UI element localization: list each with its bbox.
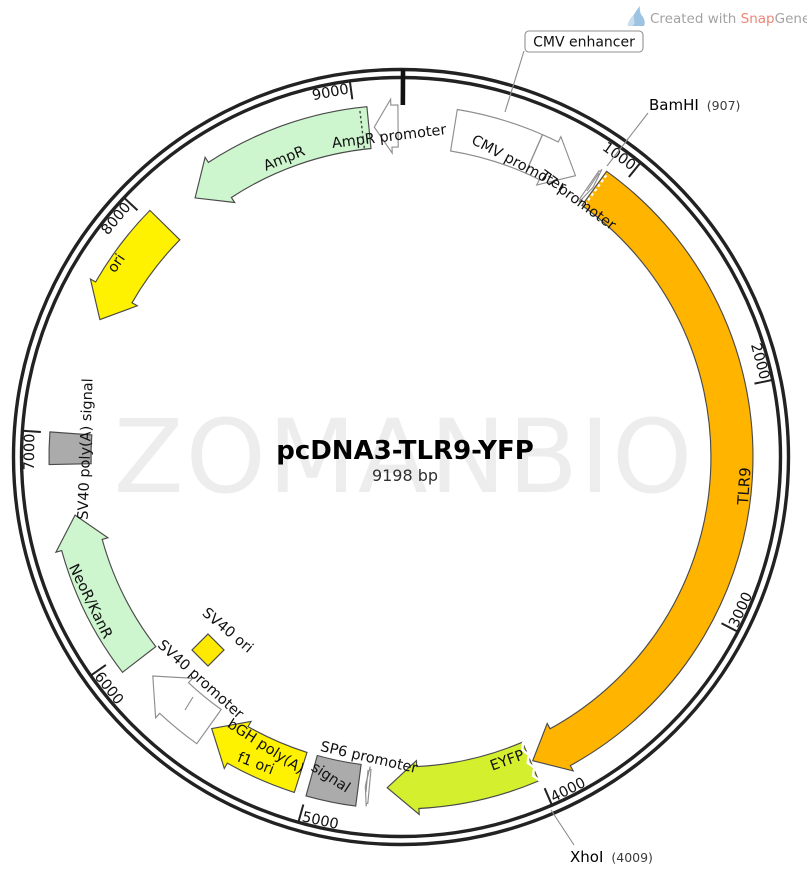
sv40-pa-label: SV40 poly(A) signal	[76, 378, 97, 520]
tick-mark-5000	[297, 804, 305, 823]
xhoi-cut-position: (4009)	[607, 850, 653, 865]
sv40-promoter-arc	[152, 675, 223, 745]
tick-mark-2000	[754, 378, 773, 385]
xhoi-site-label: XhoI (4009)	[570, 848, 653, 866]
tick-mark-4000	[543, 787, 553, 806]
plasmid-title-group: pcDNA3-TLR9-YFP 9198 bp	[276, 436, 534, 485]
bamhi-leader-line	[606, 112, 649, 167]
ori-arc	[89, 209, 181, 321]
plasmid-name: pcDNA3-TLR9-YFP	[276, 436, 534, 466]
credit-brand-rest: Gene	[775, 11, 807, 27]
ampr-promoter-arc	[373, 97, 399, 156]
sv40-pa-arc	[48, 431, 93, 466]
cmv-enhancer-label: CMV enhancer	[533, 34, 635, 50]
eyfp-jagged-edge	[521, 741, 541, 782]
ampr-arc	[194, 106, 372, 204]
tick-label-5000: 5000	[301, 809, 340, 833]
watermark-text: ZOMANBIO	[114, 398, 695, 517]
cmv-enhancer-label-box	[524, 30, 644, 53]
ampr-segment-divider	[358, 108, 366, 149]
tick-label-7000: 7000	[22, 433, 39, 470]
eyfp-arc	[386, 741, 540, 816]
sv40-promoter-leader-line	[184, 696, 194, 711]
tick-label-2000: 2000	[747, 342, 772, 382]
snapgene-logo-icon-inner	[627, 15, 635, 26]
tlr9-ragged-edge	[583, 173, 609, 206]
bamhi-cut-position: (907)	[703, 98, 741, 113]
feature-layer	[48, 97, 754, 816]
xhoi-enzyme-name: XhoI	[570, 848, 603, 866]
tlr9-arc	[531, 170, 754, 772]
cmv-enhancer-leader-line	[504, 50, 525, 113]
sv40-ori-marker	[191, 633, 225, 667]
credit-prefix: Created with	[650, 11, 741, 27]
xhoi-leader-line	[550, 809, 575, 846]
tick-mark-6000	[90, 664, 107, 677]
leader-line-layer	[184, 50, 649, 846]
credit-text: Created with SnapGene®	[650, 11, 807, 27]
tick-label-6000: 6000	[91, 669, 126, 708]
f1-ori-arc	[210, 720, 308, 794]
tick-mark-7000	[22, 429, 41, 433]
credit-line: Created with SnapGene®	[627, 6, 807, 27]
cmv-promoter-arc	[524, 133, 577, 186]
bamhi-enzyme-name: BamHI	[649, 96, 699, 114]
bgh-pa-arc	[305, 754, 362, 807]
credit-brand-accent: Snap	[741, 11, 775, 27]
neor-kanr-arc	[54, 514, 157, 674]
tick-mark-8000	[123, 196, 139, 212]
tick-mark-1000	[628, 162, 642, 178]
tick-label-9000: 9000	[311, 82, 350, 105]
sp6-promoter-leader-line	[365, 769, 369, 793]
tick-mark-3000	[720, 622, 739, 633]
t7-promoter-leader-line	[586, 172, 600, 192]
plasmid-size: 9198 bp	[372, 466, 438, 485]
tlr9-label: TLR9	[734, 467, 755, 507]
bamhi-site-label: BamHI (907)	[649, 96, 740, 114]
tick-mark-9000	[348, 80, 354, 100]
